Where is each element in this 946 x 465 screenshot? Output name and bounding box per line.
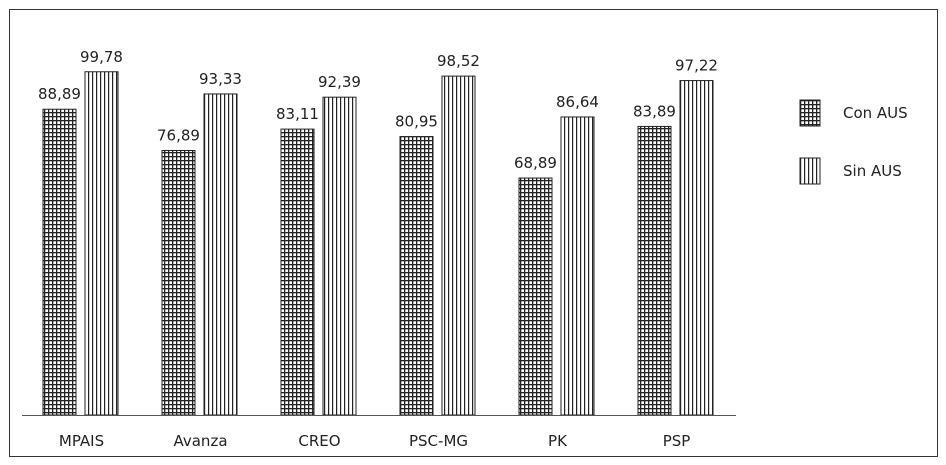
bar-con-aus-mpais — [42, 108, 77, 416]
bar-sin-aus-psp — [679, 80, 714, 416]
x-tick-labels: MPAIS Avanza CREO PSC-MG PK PSP — [59, 432, 690, 450]
value-label-sin-aus-avanza: 93,33 — [199, 70, 242, 88]
value-label-con-aus-psc-mg: 80,95 — [395, 113, 438, 131]
bar-sin-aus-mpais — [84, 71, 119, 416]
bars-layer — [42, 71, 714, 416]
x-tick-label-pk: PK — [548, 432, 568, 450]
value-label-sin-aus-pk: 86,64 — [556, 93, 599, 111]
value-label-con-aus-psp: 83,89 — [633, 102, 676, 120]
value-label-sin-aus-creo: 92,39 — [318, 73, 361, 91]
x-tick-label-avanza: Avanza — [173, 432, 227, 450]
value-label-con-aus-mpais: 88,89 — [38, 85, 81, 103]
value-labels-layer: 88,89 99,78 76,89 93,33 83,11 92,39 80,95 98,52… — [38, 48, 718, 172]
legend-label-sin-aus: Sin AUS — [843, 162, 902, 180]
bar-con-aus-creo — [280, 128, 315, 416]
bar-con-aus-pk — [518, 177, 553, 416]
bar-con-aus-psp — [637, 125, 672, 416]
value-label-sin-aus-mpais: 99,78 — [80, 48, 123, 66]
x-tick-label-mpais: MPAIS — [59, 432, 104, 450]
value-label-con-aus-pk: 68,89 — [514, 154, 557, 172]
legend: Con AUS Sin AUS — [799, 99, 908, 185]
bar-sin-aus-creo — [322, 96, 357, 416]
bar-sin-aus-psc-mg — [441, 75, 476, 416]
value-label-sin-aus-psp: 97,22 — [675, 57, 718, 75]
legend-swatch-sin-aus — [799, 157, 821, 185]
bar-con-aus-psc-mg — [399, 136, 434, 416]
value-label-sin-aus-psc-mg: 98,52 — [437, 52, 480, 70]
legend-label-con-aus: Con AUS — [843, 104, 908, 122]
bar-sin-aus-pk — [560, 116, 595, 416]
value-label-con-aus-creo: 83,11 — [276, 105, 319, 123]
x-tick-label-psc-mg: PSC-MG — [409, 432, 468, 450]
legend-swatch-con-aus — [799, 99, 821, 127]
bar-sin-aus-avanza — [203, 93, 238, 416]
x-tick-label-creo: CREO — [298, 432, 340, 450]
x-tick-label-psp: PSP — [663, 432, 691, 450]
bar-con-aus-avanza — [161, 149, 196, 416]
value-label-con-aus-avanza: 76,89 — [157, 126, 200, 144]
